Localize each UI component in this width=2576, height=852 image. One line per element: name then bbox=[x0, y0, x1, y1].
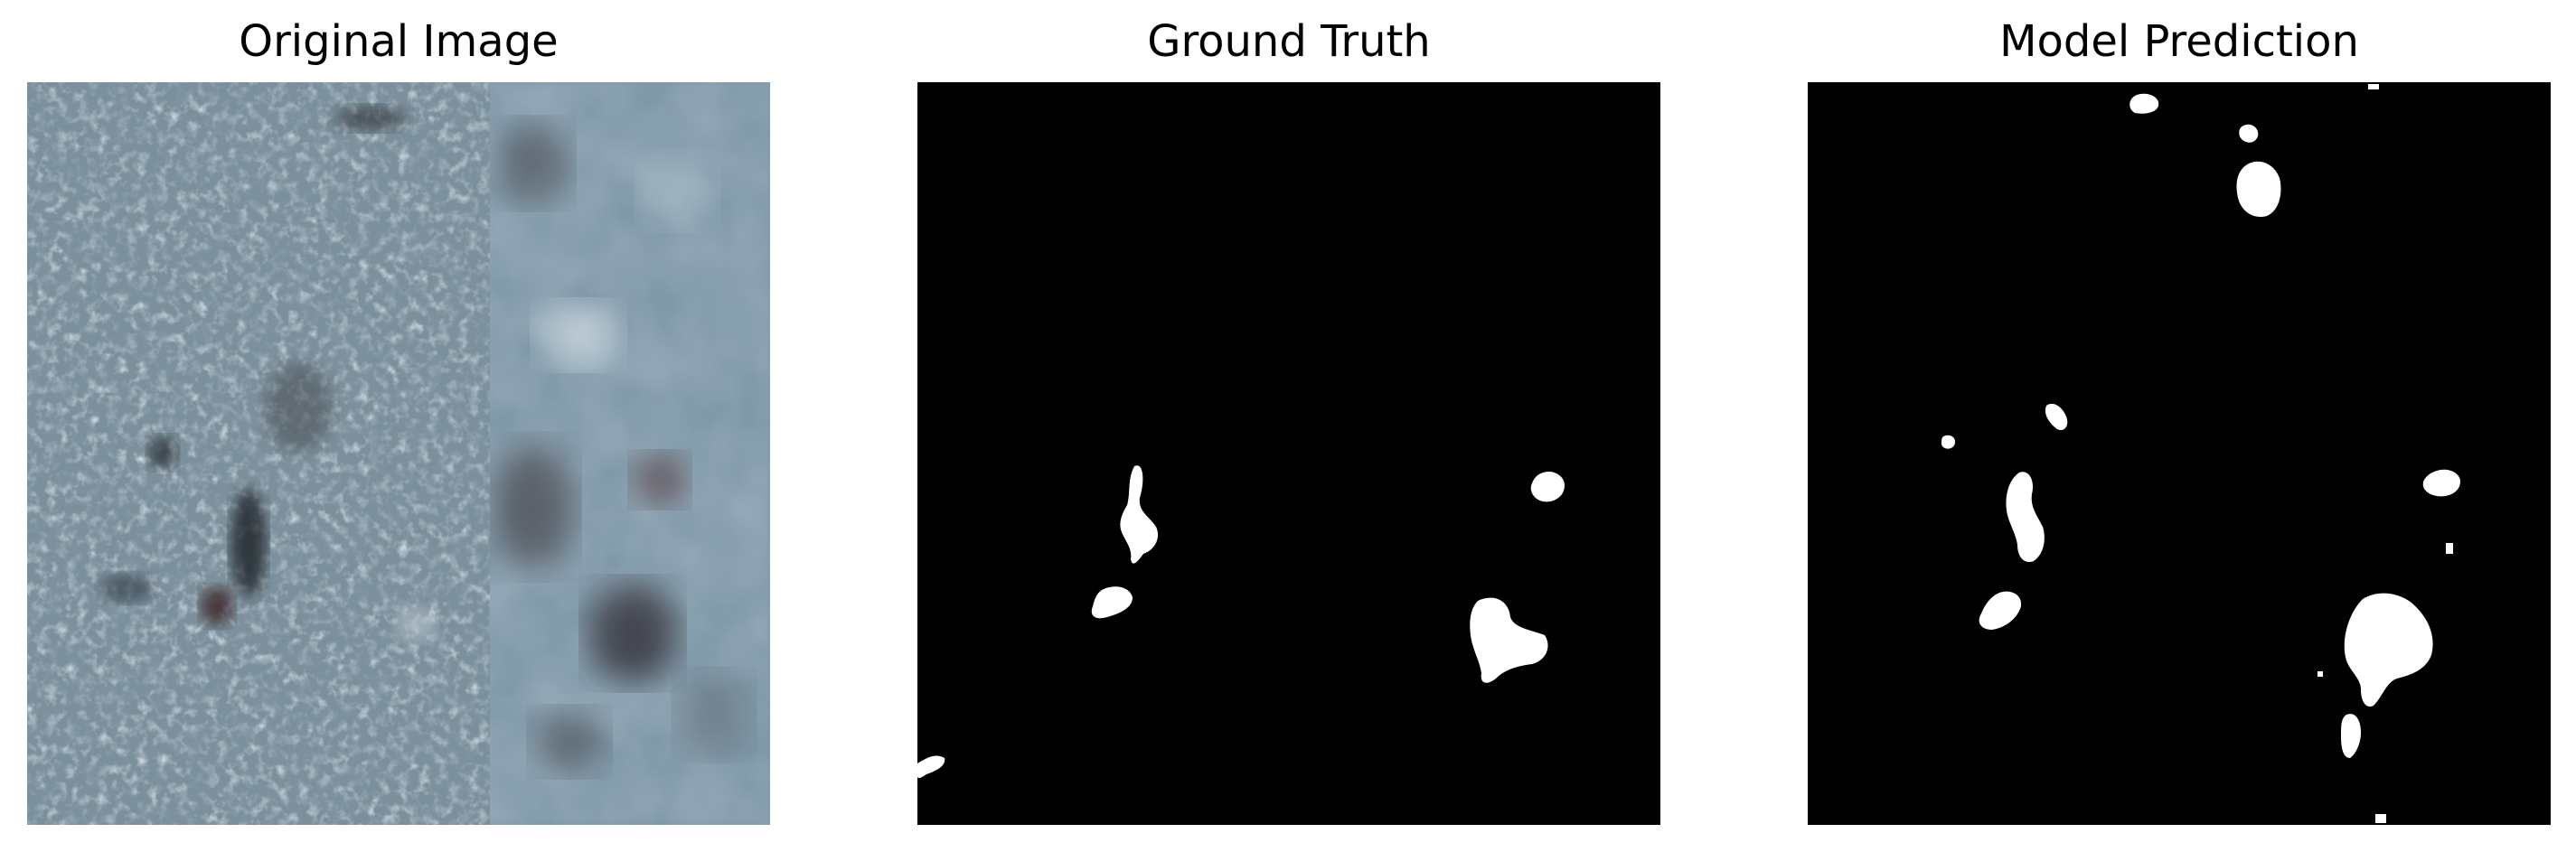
panel-title: Model Prediction bbox=[1999, 16, 2359, 67]
mask-blob bbox=[1091, 586, 1133, 619]
mask-blob bbox=[2341, 714, 2361, 758]
mask-blob bbox=[2317, 671, 2323, 677]
original-image bbox=[27, 82, 770, 825]
mask-blob bbox=[1120, 465, 1159, 564]
mask-blob bbox=[1470, 597, 1548, 683]
panel-original-image: Original Image bbox=[27, 0, 770, 852]
panel-title: Original Image bbox=[239, 16, 559, 67]
panel-title: Ground Truth bbox=[1147, 16, 1431, 67]
mask-blob bbox=[2045, 403, 2068, 431]
mask-blob bbox=[2368, 84, 2379, 89]
mask-blob bbox=[2006, 472, 2045, 563]
mask-blob bbox=[2236, 161, 2281, 218]
model-prediction-mask bbox=[1808, 82, 2551, 825]
mask-blob bbox=[2344, 593, 2433, 707]
mask-blob bbox=[2375, 814, 2386, 823]
mask-blob bbox=[2239, 124, 2259, 143]
mask-blob bbox=[917, 755, 945, 779]
mask-blob bbox=[2129, 93, 2159, 114]
mask-blob bbox=[2446, 543, 2453, 554]
mask-blob bbox=[1979, 591, 2022, 630]
mask-blob bbox=[1530, 471, 1565, 502]
ground-truth-mask bbox=[917, 82, 1660, 825]
panel-model-prediction: Model Prediction bbox=[1808, 0, 2551, 852]
mask-blob bbox=[1941, 435, 1956, 449]
panel-ground-truth: Ground Truth bbox=[917, 0, 1660, 852]
mask-blob bbox=[2422, 469, 2460, 497]
